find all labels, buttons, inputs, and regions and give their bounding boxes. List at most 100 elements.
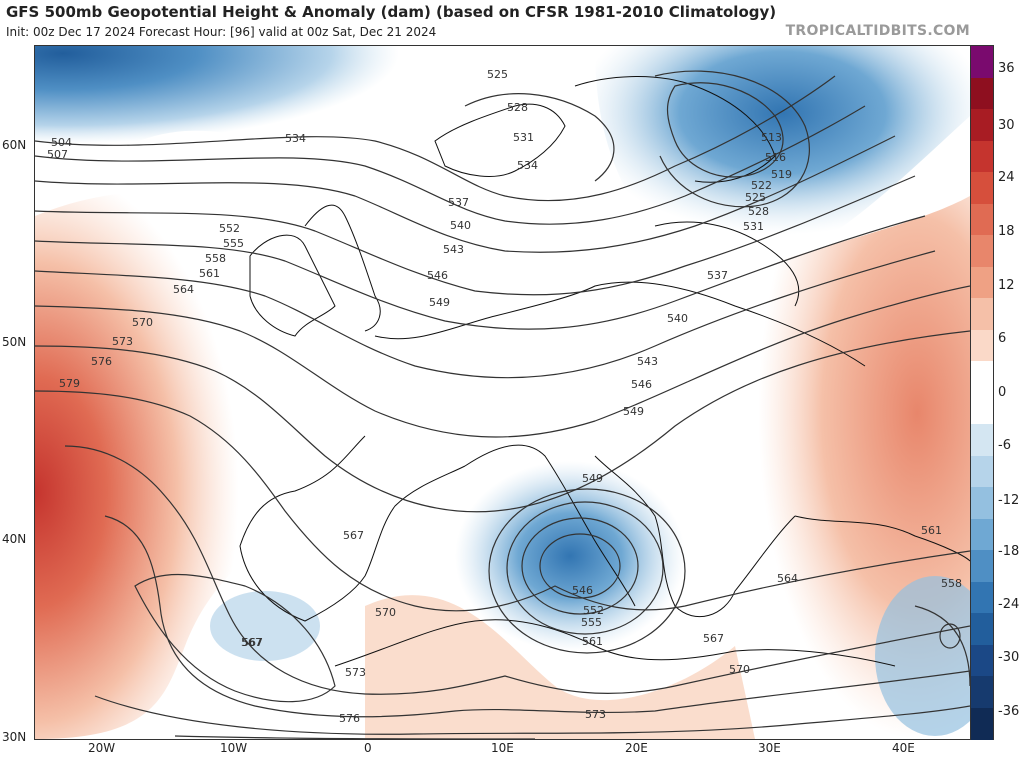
colorbar-label: -36 bbox=[998, 704, 1020, 719]
lat-label: 50N bbox=[2, 335, 27, 349]
contour-label: 534 bbox=[285, 132, 306, 145]
contour-labels: 504 507 525 528 531 534 534 537 540 543 … bbox=[47, 68, 962, 725]
contour-label: 573 bbox=[112, 335, 133, 348]
map-subtitle: Init: 00z Dec 17 2024 Forecast Hour: [96… bbox=[6, 25, 437, 39]
contour-label: 555 bbox=[581, 616, 602, 629]
colorbar-label: 24 bbox=[998, 170, 1015, 185]
contour-label: 579 bbox=[59, 377, 80, 390]
contour-label: 567 bbox=[703, 632, 724, 645]
colorbar-label: 0 bbox=[998, 385, 1007, 400]
colorbar-segment bbox=[971, 109, 993, 141]
contour-label: 546 bbox=[427, 269, 448, 282]
lat-label: 30N bbox=[2, 730, 27, 744]
contour-label: 564 bbox=[173, 283, 194, 296]
colorbar-label: 36 bbox=[998, 61, 1015, 76]
colorbar-segment bbox=[971, 581, 993, 614]
contour-label: 531 bbox=[513, 131, 534, 144]
contour-label: 558 bbox=[941, 577, 962, 590]
contour-label: 516 bbox=[765, 151, 786, 164]
colorbar-label: -12 bbox=[998, 493, 1020, 508]
lon-label: 10W bbox=[220, 741, 248, 755]
contour-label: 531 bbox=[743, 220, 764, 233]
contour-label: 576 bbox=[339, 712, 360, 725]
colorbar-label: -24 bbox=[998, 597, 1020, 612]
contour-label: 552 bbox=[219, 222, 240, 235]
cut-off-low-anomaly bbox=[455, 461, 685, 651]
colorbar-segment bbox=[971, 518, 993, 551]
contour-label: 525 bbox=[487, 68, 508, 81]
contour-label: 543 bbox=[637, 355, 658, 368]
contour-label: 528 bbox=[507, 101, 528, 114]
contour-label: 546 bbox=[572, 584, 593, 597]
colorbar-label: -18 bbox=[998, 544, 1020, 559]
lon-label: 40E bbox=[892, 741, 915, 755]
contour-label: 561 bbox=[921, 524, 942, 537]
lon-label: 20E bbox=[625, 741, 648, 755]
lon-label: 10E bbox=[491, 741, 514, 755]
contour-label: 525 bbox=[745, 191, 766, 204]
colorbar-segment bbox=[971, 266, 993, 299]
contour-label: 564 bbox=[777, 572, 798, 585]
colorbar-segment bbox=[971, 77, 993, 110]
contour-label: 522 bbox=[751, 179, 772, 192]
colorbar-segment bbox=[971, 140, 993, 173]
colorbar-label: 18 bbox=[998, 224, 1015, 239]
map-canvas: 504 507 525 528 531 534 534 537 540 543 … bbox=[35, 46, 970, 739]
lon-label: 20W bbox=[88, 741, 116, 755]
colorbar-segment bbox=[971, 46, 993, 78]
contour-label: 537 bbox=[448, 196, 469, 209]
colorbar-segment bbox=[971, 455, 993, 488]
map-title: GFS 500mb Geopotential Height & Anomaly … bbox=[6, 3, 777, 21]
lat-label: 60N bbox=[2, 138, 27, 152]
colorbar-segment bbox=[971, 707, 993, 740]
contour-label: 549 bbox=[623, 405, 644, 418]
warm-anomaly-africa bbox=[365, 595, 755, 739]
colorbar-label: 30 bbox=[998, 118, 1015, 133]
warm-anomaly-west bbox=[35, 191, 375, 739]
contour-label: 543 bbox=[443, 243, 464, 256]
contour-label: 561 bbox=[582, 635, 603, 648]
colorbar-segment bbox=[971, 203, 993, 236]
colorbar-segment bbox=[971, 676, 993, 708]
colorbar-segment bbox=[971, 644, 993, 677]
contour-label: 567 bbox=[242, 636, 263, 649]
colorbar-label: -30 bbox=[998, 650, 1020, 665]
contour-label: 555 bbox=[223, 237, 244, 250]
contour-label: 513 bbox=[761, 131, 782, 144]
cold-anomaly-northeast bbox=[595, 46, 970, 268]
contour-label: 570 bbox=[132, 316, 153, 329]
colorbar-segment bbox=[971, 487, 993, 519]
colorbar-segment bbox=[971, 172, 993, 204]
contour-label: 570 bbox=[375, 606, 396, 619]
lat-label: 40N bbox=[2, 532, 27, 546]
contour-label: 519 bbox=[771, 168, 792, 181]
contour-label: 567 bbox=[343, 529, 364, 542]
colorbar-segment bbox=[971, 361, 993, 393]
contour-label: 537 bbox=[707, 269, 728, 282]
contour-label: 561 bbox=[199, 267, 220, 280]
colorbar-segment bbox=[971, 550, 993, 582]
colorbar-segment bbox=[971, 392, 993, 425]
contour-label: 573 bbox=[345, 666, 366, 679]
contour-label: 552 bbox=[583, 604, 604, 617]
contour-label: 549 bbox=[582, 472, 603, 485]
contour-label: 534 bbox=[517, 159, 538, 172]
cold-anomaly-iberia bbox=[210, 591, 320, 661]
colorbar-segment bbox=[971, 329, 993, 362]
colorbar-segment bbox=[971, 424, 993, 456]
colorbar-label: -6 bbox=[998, 438, 1011, 453]
colorbar-segment bbox=[971, 298, 993, 330]
contour-label: 573 bbox=[585, 708, 606, 721]
contour-label: 576 bbox=[91, 355, 112, 368]
contour-label: 570 bbox=[729, 663, 750, 676]
contour-label: 504 bbox=[51, 136, 72, 149]
cold-anomaly-southeast bbox=[875, 576, 970, 736]
contour-label: 540 bbox=[667, 312, 688, 325]
watermark: TROPICALTIDBITS.COM bbox=[785, 23, 970, 39]
contour-label: 528 bbox=[748, 205, 769, 218]
colorbar-segment bbox=[971, 613, 993, 645]
contour-label: 507 bbox=[47, 148, 68, 161]
contour-label: 540 bbox=[450, 219, 471, 232]
contour-label: 549 bbox=[429, 296, 450, 309]
lon-label: 0 bbox=[364, 741, 372, 755]
